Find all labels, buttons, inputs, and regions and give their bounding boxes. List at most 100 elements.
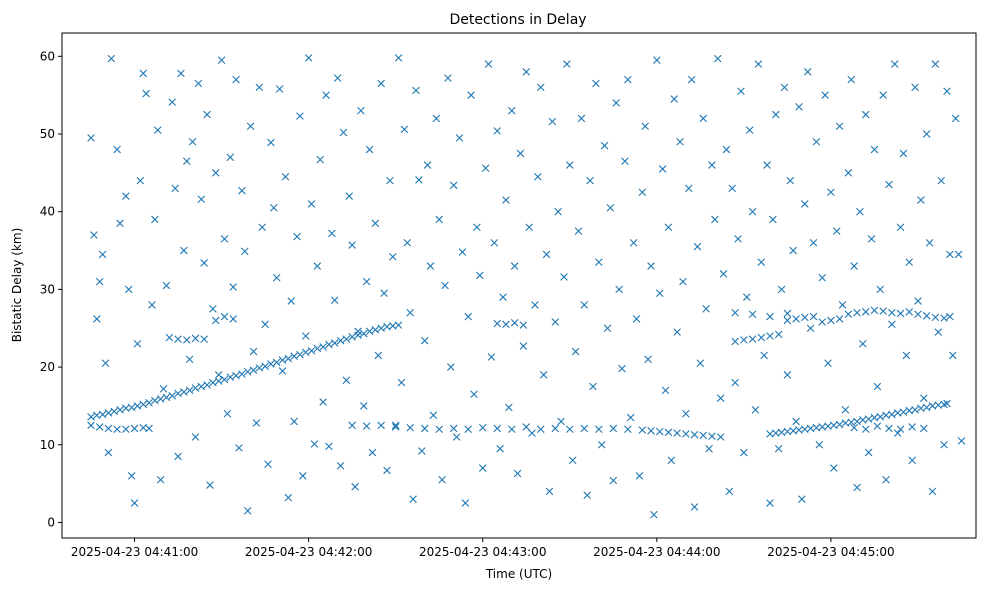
data-point (850, 423, 858, 432)
data-point (153, 126, 162, 134)
data-point (873, 422, 882, 430)
data-point (214, 371, 223, 379)
data-point (328, 229, 336, 238)
data-point (861, 425, 870, 434)
data-point (917, 196, 925, 204)
data-point (908, 423, 916, 431)
data-point (783, 309, 792, 318)
data-point (159, 385, 168, 393)
data-point (232, 75, 240, 84)
data-point (716, 394, 725, 402)
data-point (737, 87, 745, 96)
data-point (423, 161, 432, 169)
data-point (507, 106, 516, 115)
data-point (171, 184, 179, 193)
data-point (882, 475, 890, 484)
data-point (888, 308, 896, 317)
data-point (531, 301, 539, 309)
data-point (769, 215, 777, 224)
data-point (345, 192, 354, 200)
data-point (638, 188, 647, 197)
data-point (792, 315, 800, 323)
data-point (757, 258, 766, 266)
data-point (493, 127, 502, 135)
data-point (220, 312, 229, 321)
data-point (650, 510, 658, 519)
data-point (774, 444, 783, 453)
data-point (200, 335, 208, 343)
data-point (647, 426, 655, 435)
data-point (470, 390, 478, 399)
data-point (391, 421, 400, 430)
data-point (867, 235, 876, 243)
data-point (565, 425, 574, 434)
data-point (731, 308, 739, 317)
data-point (307, 200, 316, 208)
data-point (922, 403, 931, 412)
data-point (818, 273, 827, 282)
data-point (449, 181, 458, 190)
data-point (815, 440, 824, 449)
data-point (542, 250, 551, 259)
data-point (145, 399, 153, 407)
data-point (809, 312, 818, 321)
data-point (502, 196, 510, 204)
data-point (861, 308, 870, 316)
data-point (226, 153, 235, 162)
data-point (740, 448, 748, 457)
data-point (879, 307, 887, 315)
data-point (954, 250, 963, 259)
data-point (687, 75, 696, 84)
data-point (444, 74, 452, 82)
data-point (513, 469, 522, 478)
data-point (742, 293, 751, 301)
data-point (545, 487, 554, 496)
data-point (261, 320, 269, 329)
data-point (101, 359, 110, 367)
data-point (502, 320, 510, 329)
data-point (368, 448, 377, 457)
data-point (377, 79, 385, 88)
data-point (658, 165, 667, 173)
data-point (191, 384, 200, 392)
data-point (673, 328, 681, 336)
data-point (568, 456, 577, 465)
data-point (629, 238, 638, 247)
data-point (162, 393, 171, 402)
data-point (354, 327, 362, 336)
data-point (748, 207, 757, 216)
data-point (554, 207, 562, 216)
y-tick-label: 30 (40, 282, 55, 296)
data-point (270, 204, 278, 212)
data-point (754, 60, 763, 68)
data-point (827, 316, 835, 325)
data-point (919, 424, 928, 433)
data-point (383, 466, 391, 475)
data-point (211, 316, 220, 325)
data-point (275, 85, 284, 93)
data-point (180, 388, 188, 396)
data-point (795, 103, 803, 111)
data-point (536, 425, 545, 434)
data-point (223, 409, 232, 418)
data-point (136, 176, 145, 185)
data-point (246, 122, 255, 131)
data-point (174, 335, 182, 343)
data-point (180, 246, 188, 255)
data-point (139, 400, 148, 409)
data-point (888, 410, 896, 419)
data-point (258, 223, 266, 232)
data-point (290, 352, 298, 360)
data-point (597, 440, 606, 449)
data-point (420, 424, 429, 433)
data-point (197, 195, 206, 204)
data-point (832, 227, 841, 235)
data-point (464, 312, 473, 321)
data-point (359, 402, 368, 410)
data-point (902, 351, 911, 360)
data-point (319, 343, 327, 351)
data-point (220, 235, 229, 243)
data-point (632, 315, 641, 323)
data-point (899, 149, 908, 158)
data-point (496, 444, 504, 453)
